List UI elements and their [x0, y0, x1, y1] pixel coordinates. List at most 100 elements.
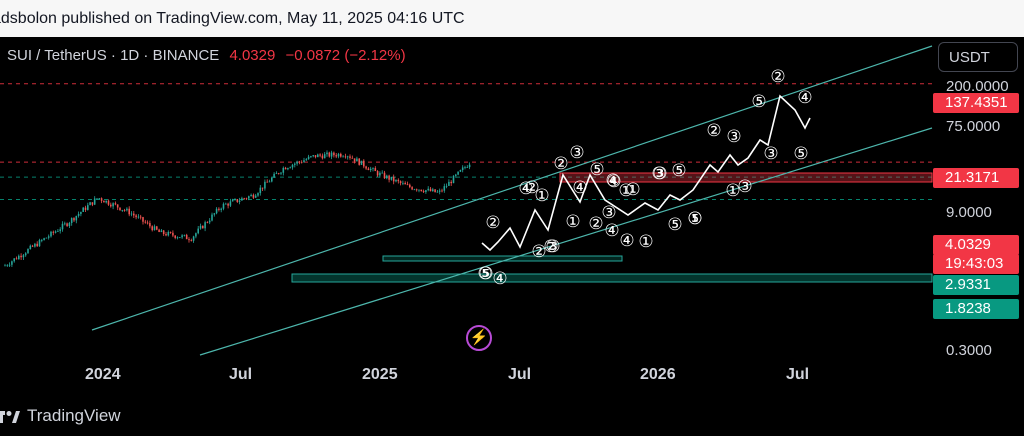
candle-body — [54, 231, 57, 233]
candle-body — [96, 198, 98, 200]
candle-body — [326, 152, 328, 155]
candle-body — [218, 208, 220, 210]
candle-body — [64, 223, 66, 225]
candle-body — [185, 234, 188, 240]
candle-body — [121, 209, 124, 211]
tag-red-zone: 21.3171 — [933, 168, 1019, 188]
symbol-change: −0.0872 (−2.12%) — [285, 47, 406, 64]
candle-body — [392, 176, 395, 182]
candle-body — [45, 237, 48, 239]
candle-body — [68, 222, 71, 226]
candle-body — [222, 203, 225, 209]
candle-body — [52, 231, 55, 233]
wave-label: ② — [770, 67, 785, 87]
time-label-2026: 2026 — [640, 366, 676, 383]
currency-button[interactable]: USDT — [938, 42, 1018, 72]
wave-label: ⑤ — [671, 161, 686, 181]
candle-body — [455, 174, 457, 176]
candle-body — [206, 222, 209, 224]
candle-body — [114, 203, 117, 205]
candle-body — [110, 204, 112, 207]
candle-body — [27, 249, 29, 254]
time-label-jul-2026: Jul — [786, 366, 810, 383]
tag-upper-target: 137.4351 — [933, 93, 1019, 113]
tradingview-logo-icon — [0, 411, 20, 423]
candle-body — [282, 167, 285, 173]
candle-body — [344, 156, 347, 158]
time-label-2025: 2025 — [362, 366, 398, 383]
candle-body — [280, 172, 282, 174]
candle-body — [275, 173, 278, 175]
candle-body — [156, 226, 158, 230]
candle-body — [399, 181, 402, 183]
candle-body — [369, 168, 372, 171]
wave-label: ② — [553, 154, 568, 174]
candle-body — [415, 189, 418, 191]
candle-body — [273, 173, 275, 178]
candle-body — [395, 179, 397, 182]
candle-body — [277, 173, 280, 175]
candle-body — [363, 160, 365, 167]
candle-body — [107, 200, 110, 205]
candle-body — [291, 164, 294, 168]
wave-label: ③ — [737, 177, 752, 197]
wave-label: ④ — [619, 231, 634, 251]
candle-body — [432, 189, 434, 192]
candle-body — [199, 225, 202, 229]
candle-body — [372, 168, 374, 169]
candle-body — [250, 194, 252, 197]
candle-body — [429, 188, 432, 192]
candle-body — [20, 255, 22, 258]
candle-body — [105, 200, 107, 203]
footer-brand: TradingView — [27, 406, 121, 425]
wave-label: ③ — [726, 127, 741, 147]
wave-label: ④ — [492, 269, 507, 289]
candle-body — [434, 189, 436, 193]
publisher-bar: adsbolon published on TradingView.com, M… — [0, 0, 1024, 37]
wave-label: ③ — [569, 143, 584, 163]
candle-body — [379, 172, 381, 176]
channel-upper-line — [91, 45, 933, 331]
candle-body — [15, 258, 18, 260]
green-small-zone — [382, 255, 623, 262]
candle-body — [119, 207, 121, 211]
tag-green-upper: 2.9331 — [933, 275, 1019, 295]
candle-body — [11, 261, 13, 265]
publisher-line: adsbolon published on TradingView.com, M… — [0, 10, 465, 27]
candle-body — [41, 240, 43, 241]
candle-body — [296, 161, 298, 164]
candle-body — [261, 187, 264, 189]
symbol-last-price: 4.0329 — [229, 47, 276, 64]
candle-body — [146, 222, 149, 224]
time-label-jul-2024: Jul — [229, 366, 253, 383]
candle-body — [305, 159, 308, 161]
candle-body — [34, 243, 36, 247]
candle-body — [317, 154, 319, 158]
candle-body — [321, 155, 324, 159]
candle-body — [77, 213, 80, 216]
candle-body — [388, 175, 390, 180]
candle-body — [98, 198, 101, 200]
candle-body — [126, 208, 128, 211]
candle-body — [466, 167, 469, 168]
candle-body — [413, 189, 416, 191]
lightning-icon[interactable]: ⚡ — [466, 325, 492, 351]
price-label-9: 9.0000 — [946, 204, 992, 221]
candle-body — [367, 168, 370, 171]
candle-body — [50, 231, 52, 237]
candle-body — [139, 216, 142, 218]
wave-label: ① — [725, 181, 740, 201]
candle-body — [425, 190, 427, 193]
candle-body — [381, 172, 383, 174]
candle-body — [333, 152, 335, 156]
candle-body — [153, 226, 156, 231]
candle-body — [365, 166, 367, 169]
candle-body — [257, 193, 259, 196]
candle-body — [287, 168, 289, 170]
price-label-200: 200.0000 — [946, 78, 1009, 95]
candle-body — [43, 238, 45, 241]
candle-body — [6, 265, 9, 267]
symbol-title: SUI / TetherUS · 1D · BINANCE — [7, 47, 220, 64]
candle-body — [89, 202, 91, 206]
